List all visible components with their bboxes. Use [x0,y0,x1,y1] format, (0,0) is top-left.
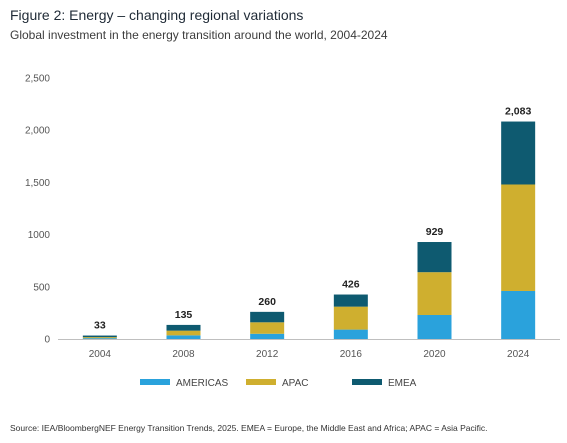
bar-segment-emea [250,311,285,323]
bar-segment-apac [417,272,452,315]
legend-label-americas: AMERICAS [176,378,229,389]
y-tick-label: 2,500 [25,74,50,85]
bar-segment-emea [166,324,201,331]
legend-label-emea: EMEA [388,378,417,389]
bar-segment-americas [250,333,285,339]
x-tick-label: 2004 [89,349,112,360]
legend-label-apac: APAC [282,378,309,389]
bar-segment-americas [166,335,201,339]
bar-segment-apac [82,337,117,339]
y-tick-label: 500 [33,282,50,293]
bar-total-label: 2,083 [505,106,531,118]
stacked-bar-chart: 0 500 1000 1,500 2,000 2,500 33 2004 135 2008 260 2… [25,74,560,389]
y-tick-label: 2,000 [25,126,50,137]
x-tick-label: 2024 [507,349,530,360]
bar-segment-americas [417,314,452,339]
x-tick-label: 2020 [423,349,446,360]
bar-segment-emea [82,335,117,338]
bar-segment-emea [501,121,536,185]
x-tick-label: 2012 [256,349,279,360]
bar-segment-emea [333,294,368,307]
source-note: Source: IEA/BloombergNEF Energy Transiti… [10,423,488,433]
y-tick-label: 1000 [28,230,51,241]
legend-swatch-apac [246,379,276,385]
bar-segment-americas [333,329,368,339]
y-tick-label: 1,500 [25,178,50,189]
bar-segment-emea [417,242,452,273]
legend-swatch-emea [352,379,382,385]
bar-segment-apac [333,306,368,330]
bar-segment-americas [82,338,117,339]
chart-subtitle: Global investment in the energy transiti… [10,28,388,42]
bar-total-label: 929 [426,226,444,238]
bar-segment-apac [501,184,536,291]
bar-total-label: 260 [258,296,276,308]
bar-total-label: 33 [94,320,106,332]
bar-segment-americas [501,290,536,339]
legend-swatch-americas [140,379,170,385]
y-tick-label: 0 [44,335,50,346]
bar-segment-apac [166,330,201,336]
bar-segment-apac [250,322,285,334]
x-tick-label: 2008 [172,349,195,360]
bar-total-label: 135 [175,309,193,321]
chart-title: Figure 2: Energy – changing regional var… [10,7,304,23]
x-tick-label: 2016 [340,349,363,360]
bar-total-label: 426 [342,279,360,291]
